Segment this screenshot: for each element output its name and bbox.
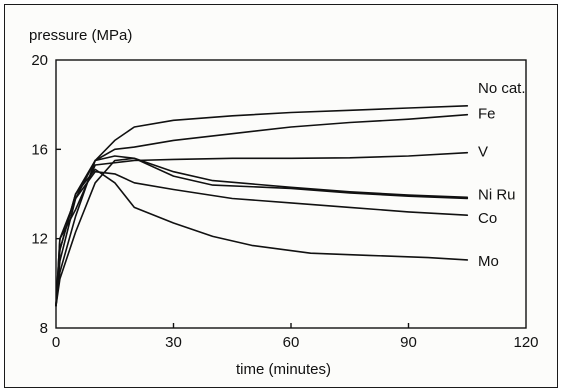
x-tick-label: 90 — [400, 334, 417, 351]
series-line-ni — [55, 155, 469, 307]
x-tick-label: 30 — [165, 334, 182, 351]
series-label-fe: Fe — [478, 106, 496, 123]
series-label-mo: Mo — [478, 253, 499, 270]
axis-ticks: 0 30 60 90 120 8 12 16 20 — [31, 52, 538, 351]
series-label-no-cat: No cat. — [478, 80, 526, 97]
x-tick-label: 0 — [52, 334, 60, 351]
y-tick-label: 8 — [40, 320, 48, 337]
y-tick-label: 12 — [31, 231, 48, 248]
x-tick-label: 120 — [513, 334, 538, 351]
series-label-co: Co — [478, 210, 497, 227]
figure-frame — [4, 4, 558, 388]
series-label-v: V — [478, 144, 488, 161]
plot-area-border — [55, 59, 527, 329]
x-axis-label: time (minutes) — [236, 361, 331, 378]
series-line-co — [55, 170, 469, 307]
y-tick-label: 16 — [31, 141, 48, 158]
series-labels: No cat. Fe V Ni Ru Co Mo — [478, 80, 526, 270]
series-line-v — [55, 151, 469, 307]
series-line-ru — [55, 157, 469, 307]
series-label-ni-ru: Ni Ru — [478, 186, 516, 203]
y-tick-label: 20 — [31, 52, 48, 69]
series-line-mo — [55, 168, 469, 307]
y-axis-label: pressure (MPa) — [29, 27, 132, 44]
series-lines — [55, 105, 469, 307]
x-tick-label: 60 — [283, 334, 300, 351]
series-line-no-cat — [55, 105, 469, 307]
series-line-fe — [55, 113, 469, 307]
